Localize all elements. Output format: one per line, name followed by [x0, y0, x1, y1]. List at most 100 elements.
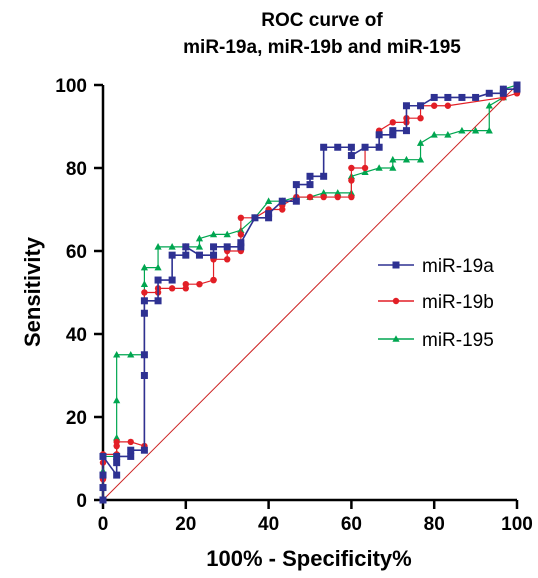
data-point-mir-195 — [472, 126, 480, 134]
data-point-mir-19a — [375, 131, 383, 139]
data-point-mir-195 — [402, 155, 411, 163]
data-point-mir-195 — [265, 197, 273, 204]
data-point-mir-19a — [347, 143, 355, 151]
data-point-mir-19a — [99, 496, 107, 504]
data-point-mir-19a — [458, 93, 466, 101]
data-point-mir-19a — [237, 239, 245, 247]
data-point-mir-19b — [168, 285, 176, 292]
data-point-mir-195 — [430, 131, 438, 138]
data-point-mir-195 — [389, 155, 397, 163]
data-point-mir-19b — [306, 193, 314, 201]
data-point-mir-19b — [320, 193, 327, 201]
x-tick-label: 80 — [424, 514, 445, 535]
data-point-mir-195 — [458, 126, 466, 134]
y-tick-label: 0 — [76, 491, 87, 512]
data-point-mir-19b — [444, 102, 452, 109]
data-point-mir-19b — [348, 193, 355, 201]
data-point-mir-195 — [127, 350, 135, 358]
data-point-mir-19a — [499, 89, 507, 97]
legend-label: miR-195 — [422, 330, 494, 351]
x-tick-label: 60 — [341, 514, 362, 535]
x-tick-label: 20 — [175, 514, 196, 535]
data-point-mir-19b — [141, 289, 148, 296]
data-point-mir-19a — [113, 452, 121, 460]
data-point-mir-19a — [306, 181, 314, 189]
data-point-mir-19b — [210, 276, 217, 284]
data-point-mir-19a — [278, 197, 286, 205]
data-point-mir-19a — [402, 102, 410, 110]
y-tick-label: 60 — [66, 242, 87, 263]
y-tick-label: 80 — [66, 159, 87, 180]
data-point-mir-19a — [113, 459, 121, 467]
data-point-mir-19a — [320, 172, 328, 180]
y-tick-label: 20 — [66, 408, 87, 429]
x-axis-label: 100% - Specificity% — [206, 546, 411, 571]
data-point-mir-19a — [389, 127, 397, 135]
data-point-mir-19a — [361, 143, 369, 151]
data-point-mir-19a — [375, 143, 383, 151]
data-point-mir-195 — [485, 126, 493, 134]
data-point-mir-19b — [237, 214, 245, 221]
data-point-mir-19a — [99, 452, 107, 460]
x-tick-label: 40 — [258, 514, 279, 535]
data-point-mir-19a — [154, 297, 162, 305]
x-tick-label: 0 — [98, 514, 109, 535]
data-point-mir-19a — [265, 214, 273, 222]
data-point-mir-19b — [334, 193, 341, 201]
reference-diagonal-line — [102, 84, 518, 501]
data-point-mir-19b — [389, 119, 396, 126]
data-point-mir-19a — [182, 251, 190, 259]
data-point-mir-19b — [113, 438, 120, 446]
data-point-mir-19a — [140, 297, 148, 305]
data-point-mir-19a — [472, 93, 480, 101]
data-point-mir-195 — [334, 189, 342, 196]
data-point-mir-195 — [375, 164, 383, 171]
data-point-mir-19a — [499, 85, 507, 93]
data-point-mir-195 — [113, 433, 121, 441]
data-point-mir-19a — [195, 251, 203, 259]
data-point-mir-19a — [513, 81, 521, 89]
data-point-mir-19a — [140, 309, 148, 317]
data-point-mir-19b — [127, 438, 134, 446]
data-point-mir-19a — [485, 89, 493, 97]
data-point-mir-195 — [389, 164, 397, 171]
legend-marker-mir-195 — [392, 335, 400, 342]
data-point-mir-19a — [127, 446, 135, 454]
data-point-mir-19a — [292, 181, 300, 189]
data-point-mir-195 — [154, 243, 162, 250]
chart-title-line1: ROC curve of — [261, 10, 383, 31]
data-point-mir-19a — [140, 351, 148, 359]
data-point-mir-19a — [402, 127, 410, 135]
data-point-mir-19a — [347, 152, 355, 160]
legend: miR-19a miR-19b miR-195 — [378, 256, 494, 351]
data-point-mir-19b — [224, 256, 231, 263]
data-point-mir-19a — [417, 102, 425, 110]
data-point-mir-195 — [195, 234, 204, 242]
data-point-mir-19b — [417, 115, 424, 122]
legend-marker-mir-19a — [392, 261, 400, 269]
data-point-mir-195 — [195, 243, 204, 250]
data-point-mir-19a — [389, 131, 397, 139]
plot-area: 0 20 40 60 80 100 0 20 40 60 80 100 — [55, 76, 533, 535]
data-point-mir-19a — [182, 243, 190, 251]
series-mir-19a — [99, 81, 521, 504]
legend-marker-mir-19b — [392, 297, 400, 305]
data-point-mir-19a — [210, 251, 218, 259]
data-point-mir-19a — [237, 243, 245, 251]
data-point-mir-195 — [209, 230, 218, 238]
data-point-mir-195 — [113, 396, 121, 404]
data-point-mir-19b — [348, 164, 355, 172]
data-point-mir-195 — [140, 280, 148, 287]
data-point-mir-19a — [210, 243, 218, 251]
data-point-mir-195 — [485, 101, 493, 109]
data-point-mir-19b — [348, 177, 355, 184]
data-point-mir-19b — [196, 281, 203, 288]
data-point-mir-195 — [223, 230, 231, 238]
data-point-mir-19a — [127, 452, 135, 460]
data-point-mir-19a — [513, 85, 521, 93]
data-point-mir-195 — [154, 263, 162, 271]
data-point-mir-19a — [168, 276, 176, 284]
data-point-mir-19a — [140, 446, 148, 454]
data-point-mir-195 — [416, 139, 425, 146]
